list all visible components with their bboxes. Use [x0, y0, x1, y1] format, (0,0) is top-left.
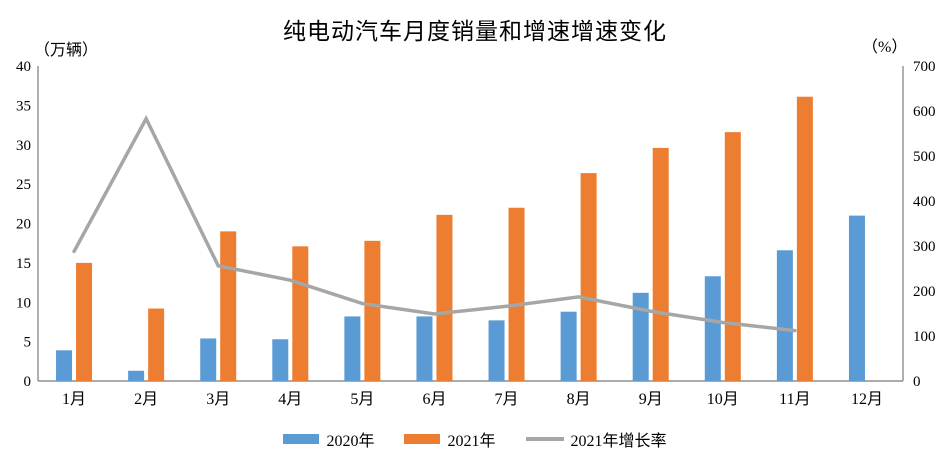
bar-2020年-11月	[776, 250, 793, 381]
x-axis-category-label: 6月	[422, 391, 446, 408]
bar-2020年-2月	[128, 370, 145, 381]
x-axis-category-label: 7月	[495, 391, 519, 408]
right-axis-tick-label: 700	[913, 59, 936, 75]
chart-legend: 2020年 2021年 2021年增长率	[0, 427, 950, 451]
bar-2020年-8月	[560, 311, 577, 381]
x-axis-category-label: 2月	[134, 391, 158, 408]
bar-2020年-4月	[272, 339, 289, 381]
x-axis-category-label: 11月	[779, 391, 810, 408]
left-axis-tick-label: 0	[24, 374, 32, 390]
left-axis-tick-label: 5	[24, 335, 32, 351]
right-axis-tick-label: 300	[913, 239, 936, 255]
x-axis-category-label: 10月	[707, 391, 739, 408]
legend-item-growth-rate: 2021年增长率	[525, 427, 667, 451]
right-axis-tick-label: 100	[913, 329, 936, 345]
bar-2021年-7月	[508, 207, 525, 381]
left-axis-tick-label: 10	[16, 295, 31, 311]
right-axis-unit-label: （%）	[862, 39, 908, 56]
left-axis-tick-label: 30	[16, 138, 31, 154]
line-series-2021年增长率	[72, 114, 797, 333]
right-axis-tick-label: 400	[913, 194, 936, 210]
left-axis-tick-label: 25	[16, 177, 31, 193]
legend-item-2020: 2020年	[283, 427, 374, 451]
right-axis-tick-label: 200	[913, 284, 936, 300]
left-axis-tick-label: 35	[16, 98, 31, 114]
left-axis-tick-label: 15	[16, 256, 31, 272]
bar-2021年-1月	[76, 262, 93, 381]
chart-title: 纯电动汽车月度销量和增速增速变化	[283, 19, 667, 44]
bar-2020年-12月	[848, 215, 865, 381]
right-axis-tick-label: 600	[913, 104, 936, 120]
bar-2021年-8月	[580, 173, 597, 381]
legend-swatch-growth-line	[525, 437, 564, 441]
legend-label-growth-rate: 2021年增长率	[570, 433, 667, 450]
left-axis-tick-label: 40	[16, 59, 31, 75]
legend-label-2020: 2020年	[326, 433, 375, 450]
bar-2020年-3月	[200, 338, 217, 381]
x-axis-category-label: 4月	[278, 391, 302, 408]
x-axis-category-label: 12月	[851, 391, 883, 408]
x-axis-category-label: 8月	[567, 391, 591, 408]
right-axis-tick-label: 0	[913, 374, 921, 390]
bar-2020年-7月	[488, 320, 505, 381]
bar-2021年-11月	[796, 96, 813, 382]
bar-2021年-4月	[292, 246, 309, 381]
bar-2021年-6月	[436, 214, 453, 381]
left-axis-unit-label: （万辆）	[34, 42, 99, 59]
bar-2021年-3月	[220, 231, 237, 381]
legend-item-2021: 2021年	[404, 427, 496, 451]
bar-series-2021年	[76, 96, 813, 382]
bar-2020年-1月	[56, 350, 73, 381]
bar-2020年-5月	[344, 316, 361, 381]
x-axis-category-label: 3月	[206, 391, 230, 408]
bar-2021年-2月	[148, 308, 165, 381]
bar-series-2020年	[56, 215, 865, 381]
legend-label-2021: 2021年	[447, 433, 496, 450]
bar-2020年-6月	[416, 316, 433, 381]
bar-2021年-10月	[724, 132, 741, 381]
bar-2020年-10月	[704, 276, 721, 381]
legend-swatch-2021-bar	[404, 434, 441, 444]
x-axis-category-label: 9月	[639, 391, 663, 408]
bar-2020年-9月	[632, 292, 649, 381]
right-axis-tick-label: 500	[913, 149, 936, 165]
legend-swatch-2020-bar	[283, 434, 320, 444]
bar-2021年-9月	[652, 147, 669, 381]
x-axis-category-label: 5月	[350, 391, 374, 408]
bar-2021年-5月	[364, 240, 381, 381]
x-axis-category-label: 1月	[62, 391, 86, 408]
left-axis-tick-label: 20	[16, 217, 31, 233]
